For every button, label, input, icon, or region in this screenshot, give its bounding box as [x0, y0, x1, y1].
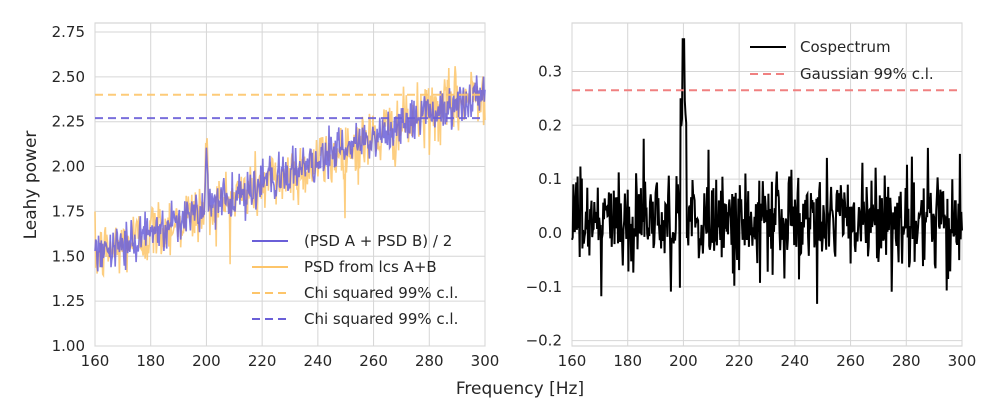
- x-tick-label: 180: [613, 352, 642, 370]
- x-tick-label: 260: [359, 352, 388, 370]
- y-tick-label: 2.00: [52, 158, 85, 176]
- x-tick-label: 200: [192, 352, 221, 370]
- left-y-tick-labels: 1.00 1.25 1.50 1.75 2.00 2.25 2.50 2.75: [52, 23, 85, 355]
- y-tick-label: 1.50: [52, 247, 85, 265]
- x-tick-label: 240: [304, 352, 333, 370]
- y-tick-label: 2.25: [52, 113, 85, 131]
- y-tick-label: 1.25: [52, 292, 85, 310]
- x-tick-label: 300: [471, 352, 500, 370]
- y-tick-label: −0.2: [526, 332, 562, 350]
- x-tick-label: 260: [836, 352, 865, 370]
- left-legend: (PSD A + PSD B) / 2 PSD from lcs A+B Chi s…: [252, 232, 458, 328]
- y-tick-label: −0.1: [526, 278, 562, 296]
- right-x-tick-labels: 160 180 200 220 240 260 280 300: [558, 352, 977, 370]
- legend-label: Chi squared 99% c.l.: [304, 310, 458, 328]
- left-y-axis-label: Leahy power: [21, 131, 41, 240]
- y-tick-label: 2.50: [52, 68, 85, 86]
- y-tick-label: 0.3: [538, 62, 562, 80]
- legend-label: PSD from lcs A+B: [304, 258, 437, 276]
- x-tick-label: 280: [415, 352, 444, 370]
- right-legend: Cospectrum Gaussian 99% c.l.: [750, 38, 934, 83]
- legend-label: (PSD A + PSD B) / 2: [304, 232, 452, 250]
- legend-label: Cospectrum: [800, 38, 891, 56]
- series-line: [94, 75, 486, 272]
- x-tick-label: 160: [558, 352, 587, 370]
- y-tick-label: 2.75: [52, 23, 85, 41]
- legend-label: Gaussian 99% c.l.: [800, 65, 934, 83]
- x-tick-label: 300: [948, 352, 977, 370]
- y-tick-label: 0.0: [538, 224, 562, 242]
- right-y-tick-labels: −0.2 −0.1 0.0 0.1 0.2 0.3: [526, 62, 562, 349]
- x-tick-label: 240: [781, 352, 810, 370]
- x-tick-label: 180: [136, 352, 165, 370]
- x-tick-label: 220: [725, 352, 754, 370]
- series-line: [571, 38, 963, 304]
- left-plot-panel: 160 180 200 220 240 260 280 300 1.00 1.25 1.50 1.7…: [21, 22, 500, 370]
- y-tick-label: 0.1: [538, 170, 562, 188]
- y-tick-label: 0.2: [538, 116, 562, 134]
- x-tick-label: 160: [81, 352, 110, 370]
- legend-label: Chi squared 99% c.l.: [304, 284, 458, 302]
- left-series-group: [94, 66, 486, 278]
- shared-x-axis-label: Frequency [Hz]: [456, 379, 584, 399]
- left-x-tick-labels: 160 180 200 220 240 260 280 300: [81, 352, 500, 370]
- y-tick-label: 1.00: [52, 337, 85, 355]
- right-plot-panel: 160 180 200 220 240 260 280 300 −0.2 −0.1 0.0 0.1 0…: [526, 22, 977, 370]
- left-grid: [94, 23, 486, 347]
- x-tick-label: 280: [892, 352, 921, 370]
- y-tick-label: 1.75: [52, 202, 85, 220]
- right-series-group: [571, 38, 963, 304]
- x-tick-label: 200: [669, 352, 698, 370]
- x-tick-label: 220: [248, 352, 277, 370]
